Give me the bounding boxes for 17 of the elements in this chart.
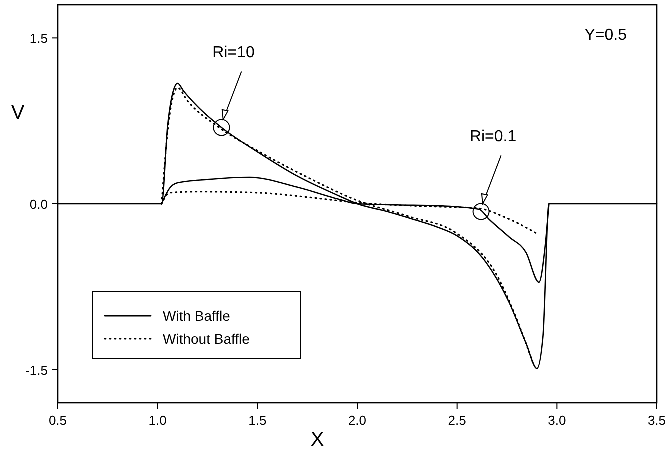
x-tick-label: 3.0 xyxy=(548,413,566,428)
annotation: Ri=0.1 xyxy=(470,128,517,146)
x-tick-label: 1.5 xyxy=(248,413,267,428)
x-tick-label: 3.5 xyxy=(648,413,666,428)
x-tick-label: 0.5 xyxy=(48,413,68,428)
y-axis-title: V xyxy=(11,102,26,124)
y-tick-label: -1.5 xyxy=(26,362,48,378)
x-axis-title: X xyxy=(310,429,324,451)
annotation: Y=0.5 xyxy=(584,27,628,44)
x-tick-label: 1.0 xyxy=(148,413,167,428)
x-tick-label: 2.0 xyxy=(348,413,367,428)
x-tick-label: 2.5 xyxy=(448,413,466,428)
annotation: Ri=10 xyxy=(212,44,255,62)
legend-label: Without Baffle xyxy=(163,331,250,347)
legend-label: With Baffle xyxy=(163,308,231,324)
y-tick-label: 1.5 xyxy=(30,31,48,46)
y-tick-label: 0.0 xyxy=(30,197,48,212)
